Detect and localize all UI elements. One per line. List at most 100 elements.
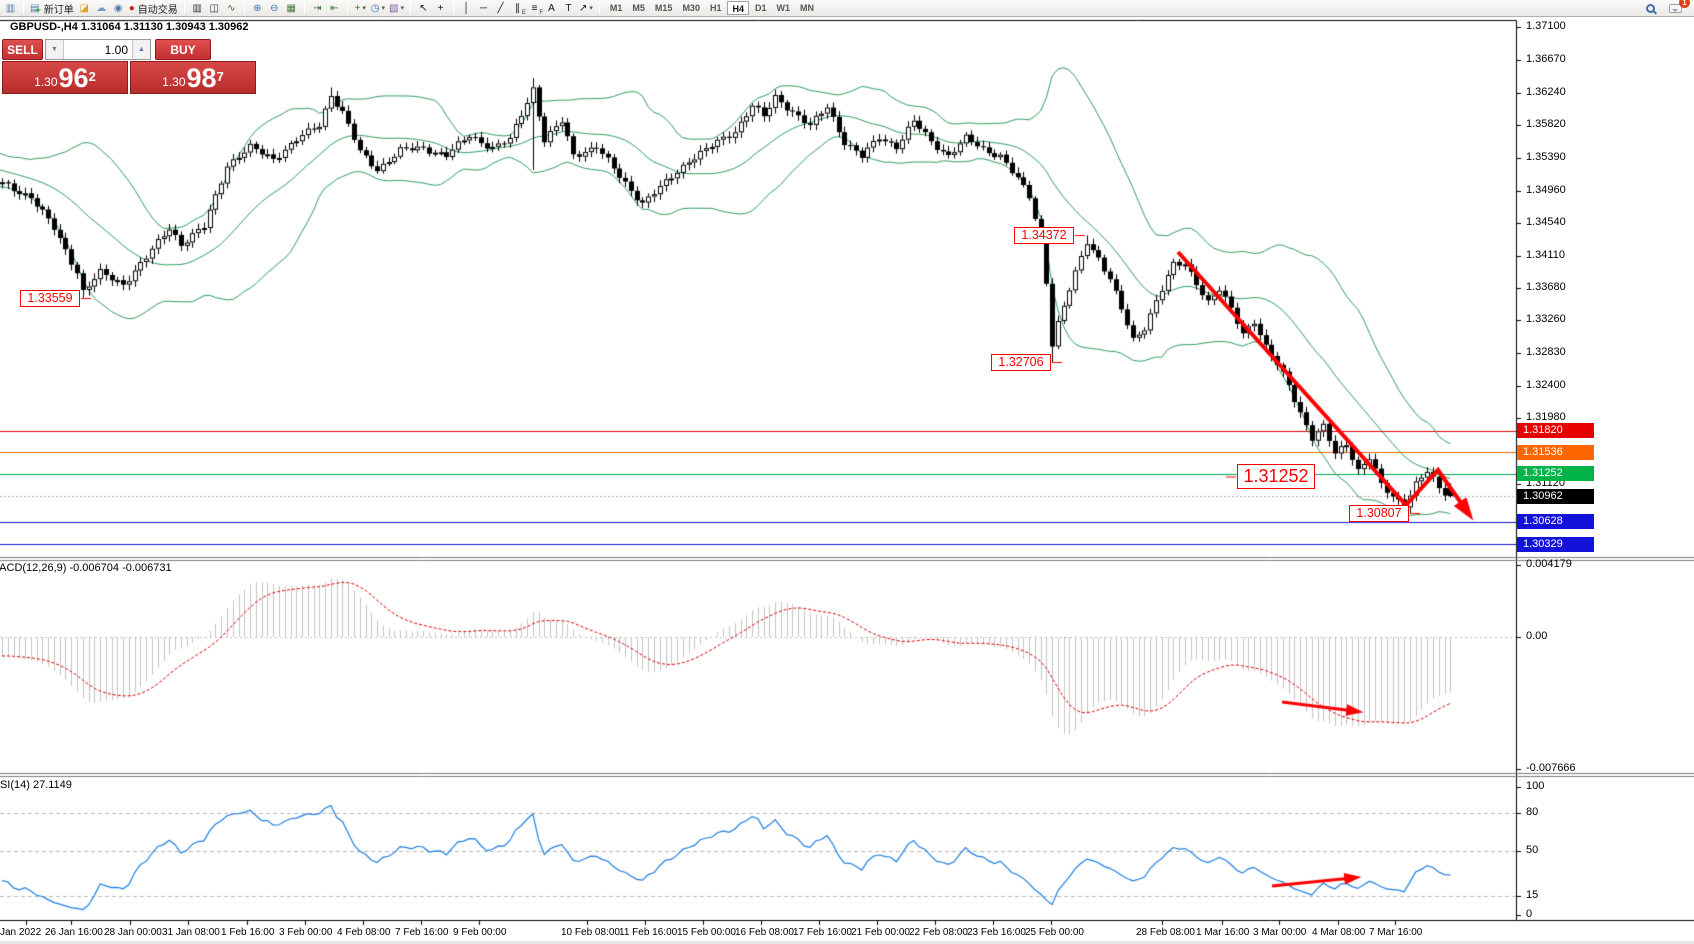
vertical-line-button[interactable]: │ [458, 1, 475, 16]
timeframe-m1[interactable]: M1 [609, 3, 623, 13]
time-tick-label: 3 Mar 00:00 [1253, 927, 1307, 938]
notifications-button[interactable]: 1 [1667, 0, 1690, 16]
timeframe-d1[interactable]: D1 [754, 3, 767, 13]
buy-price-point: 7 [216, 69, 224, 84]
search-icon [1646, 3, 1655, 13]
new-order-button[interactable]: ▤ + 新订单 [28, 1, 76, 16]
bar-chart-type-button[interactable]: ▥ [189, 1, 206, 16]
rsi-tick: 0 [1526, 908, 1533, 920]
chart-window-icon-glyph: ▥ [5, 2, 16, 14]
buy-button[interactable]: BUY [155, 39, 211, 60]
plus-overlay-icon: + [35, 5, 41, 15]
sell-button[interactable]: SELL [2, 39, 43, 60]
equidistant-channel-button[interactable]: ∥ E [509, 1, 526, 16]
timeframe-m30[interactable]: M30 [682, 3, 700, 13]
zoom-in-button[interactable]: ⊕ [249, 1, 266, 16]
price-callout[interactable]: 1.30807 [1349, 505, 1409, 522]
timeframe-h1[interactable]: H1 [709, 3, 722, 13]
signals-icon[interactable]: ◉ [110, 1, 127, 16]
chart-window-icon[interactable]: ▥ [2, 1, 19, 16]
candlestick-type-button[interactable]: ◫ [206, 1, 223, 16]
price-callout[interactable]: 1.34372 [1014, 227, 1074, 244]
sell-price-button[interactable]: 1.30 96 2 [2, 61, 128, 94]
timeframe-mn[interactable]: MN [800, 3, 814, 13]
time-tick-label: 4 Mar 08:00 [1312, 927, 1366, 938]
toolbar-separator [243, 2, 245, 14]
toolbar-separator [23, 2, 24, 14]
rsi-tick: 50 [1526, 844, 1539, 856]
crosshair-button[interactable]: + [432, 1, 449, 16]
line-chart-type-glyph: ∿ [227, 2, 236, 14]
timeframe-m15[interactable]: M15 [654, 3, 673, 13]
rsi-tick: 100 [1526, 780, 1545, 792]
horizontal-line-glyph: ─ [479, 2, 488, 14]
text-label-button[interactable]: T [560, 1, 577, 16]
time-tick-label: Jan 2022 [0, 927, 42, 938]
buy-price-pips: 98 [186, 63, 217, 93]
timeframe-m5[interactable]: M5 [632, 3, 645, 13]
buy-price-prefix: 1.30 [162, 75, 186, 89]
chevron-down-icon: ▾ [400, 5, 404, 12]
timeframe-w1[interactable]: W1 [776, 3, 791, 13]
periods-button[interactable]: ◷ ▾ [369, 1, 387, 16]
tile-windows-button[interactable]: ▦ [283, 1, 300, 16]
price-tick: 1.33260 [1526, 313, 1566, 326]
auto-scroll-glyph: ⇥ [313, 2, 322, 14]
vertical-line-glyph: │ [463, 2, 470, 14]
time-tick-label: 11 Feb 16:00 [619, 927, 678, 938]
time-tick-label: 22 Feb 08:00 [909, 927, 968, 938]
time-tick-label: 21 Feb 00:00 [851, 927, 910, 938]
zoom-out-button[interactable]: ⊖ [266, 1, 283, 16]
price-badge: 1.30329 [1517, 536, 1594, 552]
eraser-icon-glyph: ◪ [79, 2, 89, 14]
timeframe-buttons: M1 M5 M15 M30 H1 H4 D1 W1 MN [606, 1, 818, 15]
sell-price-point: 2 [88, 69, 96, 84]
time-tick-label: 7 Mar 16:00 [1369, 927, 1423, 938]
time-tick-label: 10 Feb 08:00 [561, 927, 620, 938]
search-button[interactable] [1642, 1, 1659, 16]
templates-button[interactable]: ▧ ▾ [387, 1, 406, 16]
chart-shift-button[interactable]: ⇤ [326, 1, 343, 16]
new-order-button-label: 新订单 [43, 4, 74, 16]
candlestick-type-glyph: ◫ [209, 2, 219, 14]
volume-value[interactable]: 1.00 [104, 42, 128, 57]
price-badge: 1.30628 [1517, 514, 1594, 530]
time-tick-label: 31 Jan 08:00 [162, 927, 220, 938]
price-callout[interactable]: 1.33559 [20, 290, 80, 307]
toolbar-buttons: ▥ ▤ + 新订单 ◪ ☁ ◉ ● 自动交易 ▥ ◫ ∿ ⊕ ⊖ ▦ ⇥ ⇤ + ▾ ◷ ▾ ▧ ▾ ↖ + │ ─ ╱ ∥ E ≡ F A T ↗… [2, 1, 604, 16]
cloud-icon[interactable]: ☁ [93, 1, 110, 16]
sub-letter: F [539, 9, 543, 16]
autotrading-button[interactable]: ● 自动交易 [127, 1, 180, 16]
line-chart-type-button[interactable]: ∿ [223, 1, 240, 16]
window-bottom-edge [0, 941, 1694, 944]
tile-windows-glyph: ▦ [286, 2, 296, 14]
price-callout[interactable]: 1.32706 [991, 354, 1051, 371]
price-callout[interactable]: 1.31252 [1237, 464, 1315, 489]
text-glyph: A [548, 2, 555, 14]
cursor-button[interactable]: ↖ [415, 1, 432, 16]
cursor-glyph: ↖ [419, 2, 428, 14]
fibonacci-button[interactable]: ≡ F [526, 1, 543, 16]
arrows-button[interactable]: ↗ ▾ [577, 1, 595, 16]
trendline-button[interactable]: ╱ [492, 1, 509, 16]
rsi-tick: 15 [1526, 888, 1539, 901]
price-tick: 1.34110 [1526, 248, 1565, 261]
price-tick: 1.37100 [1526, 20, 1566, 32]
auto-scroll-button[interactable]: ⇥ [309, 1, 326, 16]
volume-increase-button[interactable]: ▲ [132, 40, 150, 59]
timeframe-h4[interactable]: H4 [727, 1, 749, 15]
time-tick-label: 15 Feb 00:00 [677, 927, 736, 938]
horizontal-line-button[interactable]: ─ [475, 1, 492, 16]
indicators-button[interactable]: + ▾ [352, 1, 369, 16]
eraser-icon[interactable]: ◪ [76, 1, 93, 16]
toolbar-separator [452, 2, 454, 14]
text-button[interactable]: A [543, 1, 560, 16]
buy-price-button[interactable]: 1.30 98 7 [130, 61, 256, 94]
equidistant-channel-glyph: ∥ [514, 2, 520, 14]
volume-decrease-button[interactable]: ▼ [46, 40, 64, 59]
time-tick-label: 9 Feb 00:00 [453, 927, 507, 938]
price-badge: 1.31252 [1517, 466, 1594, 482]
text-label-glyph: T [565, 2, 572, 14]
sell-price-pips: 96 [58, 63, 89, 93]
